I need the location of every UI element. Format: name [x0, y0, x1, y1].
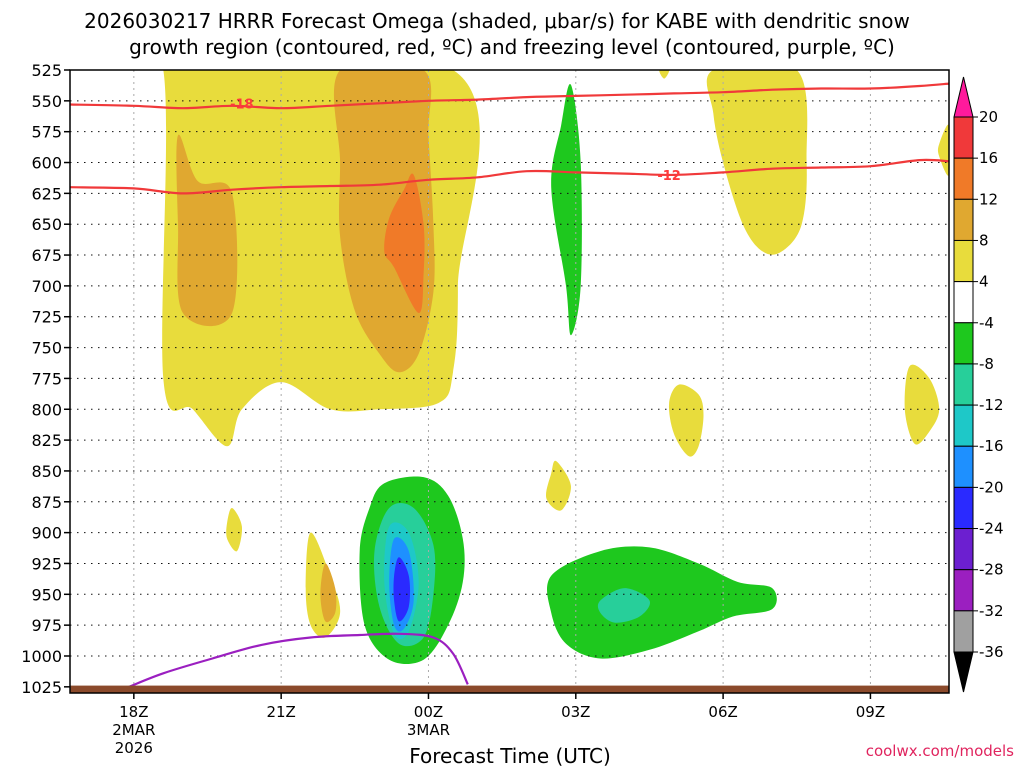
y-tick-label-900: 900: [31, 524, 62, 543]
y-tick-label-950: 950: [31, 585, 62, 604]
colorbar-box-5: [953, 322, 974, 365]
colorbar-label-7: -12: [979, 396, 1004, 414]
y-tick-label-700: 700: [31, 277, 62, 296]
omega-area-omega-4-to-8-yellow-900mb-patch: [226, 507, 243, 552]
omega-area-omega-8-to-12-gold-left-column: [176, 134, 238, 327]
x-tick-label-03Z: 03Z: [561, 703, 590, 721]
chart-title-line-1: 2026030217 HRRR Forecast Omega (shaded, …: [84, 9, 910, 33]
x-tick-label-09Z: 09Z: [856, 703, 885, 721]
y-tick-label-850: 850: [31, 462, 62, 481]
colorbar-box-10: [953, 528, 974, 571]
colorbar-box-0: [953, 116, 974, 159]
colorbar-label-6: -8: [979, 355, 994, 373]
colorbar-box-11: [953, 569, 974, 612]
y-tick-label-625: 625: [31, 184, 62, 203]
omega-area-omega-4-to-8-green-low-level-plume: [547, 546, 777, 659]
x-tick-date-18Z: 2MAR: [112, 721, 155, 739]
colorbar-label-13: -36: [979, 643, 1004, 661]
omega-area-omega-4-to-8-green-narrow-column: [551, 83, 582, 336]
y-tick-label-1000: 1000: [21, 647, 62, 666]
colorbar-label-5: -4: [979, 314, 994, 332]
contour-label-12-c-isotherm-dgz-bottom: -12: [657, 169, 681, 184]
colorbar-label-10: -24: [979, 520, 1004, 538]
colorbar-box-6: [953, 363, 974, 406]
y-tick-label-600: 600: [31, 154, 62, 173]
omega-shading: [114, 70, 949, 664]
omega-area-omega-12-to-16-orange-core: [384, 173, 425, 314]
credit-text: coolwx.com/models: [866, 742, 1014, 760]
y-tick-label-650: 650: [31, 215, 62, 234]
colorbar-label-11: -28: [979, 561, 1004, 579]
omega-area-omega-4-to-8-yellow-800mb-patch-near-10z: [904, 364, 940, 445]
x-tick-label-00Z: 00Z: [414, 703, 443, 721]
grid-lines: [70, 69, 949, 693]
omega-area-omega-8-to-12-teal-plume-core: [597, 588, 651, 623]
y-tick-label-675: 675: [31, 246, 62, 265]
colorbar-box-12: [953, 610, 974, 653]
y-tick-label-775: 775: [31, 369, 62, 388]
y-tick-label-975: 975: [31, 616, 62, 635]
y-tick-label-1025: 1025: [21, 678, 62, 697]
colorbar-box-9: [953, 486, 974, 530]
colorbar-label-1: 16: [979, 149, 998, 167]
omega-area-omega-20-to-24-blue-cell-max: [393, 557, 411, 622]
y-tick-label-925: 925: [31, 554, 62, 573]
series-omega-12-to-16-orange: [384, 173, 425, 314]
colorbar-label-8: -16: [979, 437, 1004, 455]
colorbar-box-2: [953, 198, 974, 241]
x-tick-label-21Z: 21Z: [266, 703, 295, 721]
plot-frame: [69, 69, 950, 694]
y-tick-label-875: 875: [31, 493, 62, 512]
y-tick-label-825: 825: [31, 431, 62, 450]
colorbar-label-0: 20: [979, 108, 998, 126]
colorbar-label-9: -20: [979, 478, 1004, 496]
series-omega-20-to-24-blue: [393, 557, 411, 622]
colorbar-box-4: [953, 281, 974, 324]
y-tick-label-725: 725: [31, 308, 62, 327]
ground-surface: [70, 685, 949, 693]
chart-title-line-2: growth region (contoured, red, ºC) and f…: [129, 35, 895, 59]
x-tick-label-18Z: 18Z: [119, 703, 148, 721]
y-tick-label-550: 550: [31, 92, 62, 111]
y-tick-label-525: 525: [31, 61, 62, 80]
colorbar-box-8: [953, 445, 974, 488]
contour-12-c-isotherm-dgz-bottom: [70, 158, 949, 195]
colorbar-bottom-arrow: [953, 651, 974, 693]
contour-label-18-c-isotherm-dgz-top: -18: [230, 98, 254, 113]
x-tick-label-06Z: 06Z: [708, 703, 737, 721]
omega-area-omega-8-to-12-gold-950mb-sliver: [320, 563, 337, 623]
y-axis: 525 550 575 600 625 650 675 700 725 750 775 800 825 8…: [21, 61, 70, 697]
colorbar-label-2: 12: [979, 190, 998, 208]
colorbar-top-arrow: [953, 76, 974, 118]
colorbar-box-1: [953, 157, 974, 200]
y-tick-label-575: 575: [31, 123, 62, 142]
y-tick-label-750: 750: [31, 339, 62, 358]
x-axis-label: Forecast Time (UTC): [409, 744, 611, 768]
ground-strip: [70, 685, 949, 693]
colorbar-box-7: [953, 404, 974, 447]
omega-area-omega-4-to-8-yellow-800mb-patch-near-04z: [668, 384, 704, 457]
x-tick-date-00Z: 3MAR: [407, 721, 450, 739]
colorbar-label-12: -32: [979, 602, 1004, 620]
colorbar-label-3: 8: [979, 231, 989, 249]
colorbar-box-3: [953, 239, 974, 283]
colorbar-label-4: 4: [979, 273, 989, 291]
contour-0-c-isotherm-freezing-level: [128, 632, 469, 688]
omega-area-omega-4-to-8-yellow-small-top-patch: [659, 70, 670, 79]
colorbar: 20 16 12 8 4 -4 -8 -12 -16 -20 -24 -28 -32 -36: [953, 76, 1004, 693]
omega-area-omega-4-to-8-yellow-870mb-patch: [545, 460, 571, 511]
x-tick-year-18Z: 2026: [115, 739, 153, 757]
temperature-contours: -18 -12: [70, 82, 949, 688]
contour-18-c-isotherm-dgz-top: [70, 82, 949, 110]
y-tick-label-800: 800: [31, 400, 62, 419]
